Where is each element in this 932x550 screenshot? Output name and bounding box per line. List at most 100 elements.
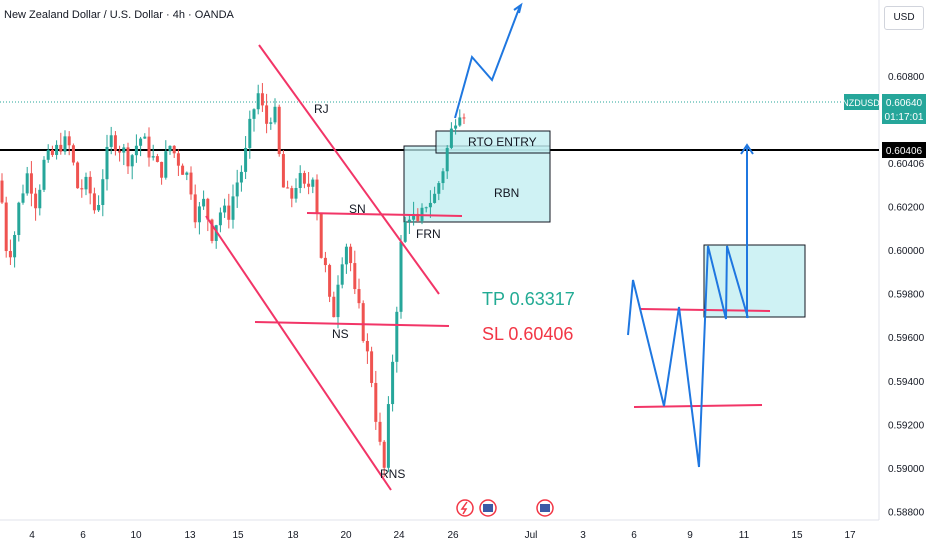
candle-body bbox=[55, 144, 59, 155]
ns-line[interactable] bbox=[254, 321, 450, 327]
candle-body bbox=[76, 162, 80, 189]
candle-body bbox=[252, 109, 256, 119]
projection-lower-line[interactable] bbox=[633, 404, 763, 408]
candle-body bbox=[416, 213, 420, 221]
event-icons[interactable] bbox=[456, 499, 554, 517]
time-tick-label: 20 bbox=[340, 530, 352, 541]
candle-body bbox=[189, 172, 193, 195]
candle-body bbox=[336, 284, 340, 318]
sn-line[interactable] bbox=[306, 212, 463, 217]
candle-body bbox=[458, 117, 462, 126]
candle-body bbox=[399, 241, 403, 312]
candle-body bbox=[302, 173, 306, 184]
candle-body bbox=[130, 155, 134, 167]
candle-body bbox=[311, 179, 315, 187]
candle-body bbox=[328, 265, 332, 297]
candle-body bbox=[340, 264, 344, 285]
candle-body bbox=[441, 171, 445, 184]
candle-body bbox=[260, 93, 264, 106]
candle-body bbox=[265, 105, 269, 124]
candle-body bbox=[168, 145, 172, 152]
candle-body bbox=[84, 176, 88, 190]
lower-trendline[interactable] bbox=[205, 215, 392, 491]
candle-body bbox=[227, 205, 231, 220]
candle-body bbox=[256, 93, 260, 110]
candle-body bbox=[395, 311, 399, 362]
candle-body bbox=[71, 145, 75, 163]
label-frn: FRN bbox=[416, 227, 441, 241]
time-tick-label: Jul bbox=[525, 530, 538, 541]
time-tick-label: 26 bbox=[447, 530, 459, 541]
price-axis[interactable]: 0.58800 0.59000 0.59200 0.59400 0.59600 0.598… bbox=[888, 72, 925, 518]
candle-body bbox=[357, 289, 361, 304]
badge-level: 0.60406 bbox=[886, 146, 923, 157]
candle-body bbox=[29, 173, 33, 194]
time-tick-label: 3 bbox=[580, 530, 586, 541]
tp-label: TP 0.63317 bbox=[482, 289, 575, 309]
candle-body bbox=[164, 151, 168, 178]
candle-body bbox=[134, 145, 138, 156]
candle-body bbox=[344, 246, 348, 265]
target-zone[interactable] bbox=[703, 244, 806, 318]
upper-trendline[interactable] bbox=[258, 44, 440, 295]
candle-body bbox=[67, 136, 71, 146]
candle-body bbox=[46, 150, 50, 160]
candle-body bbox=[109, 135, 113, 147]
flash-event-icon[interactable] bbox=[456, 499, 474, 517]
projection-zigzag-path[interactable] bbox=[627, 245, 749, 468]
time-tick-label: 17 bbox=[844, 530, 856, 541]
candle-body bbox=[113, 135, 117, 151]
candle-body bbox=[160, 161, 164, 178]
candle-body bbox=[80, 188, 84, 190]
price-tick-label: 0.60000 bbox=[888, 246, 925, 257]
candle-body bbox=[97, 204, 101, 211]
currency-button[interactable]: USD bbox=[884, 6, 924, 30]
candle-body bbox=[269, 122, 273, 124]
candle-body bbox=[361, 303, 365, 341]
time-tick-label: 10 bbox=[130, 530, 142, 541]
candle-body bbox=[202, 198, 206, 207]
time-tick-label: 15 bbox=[791, 530, 803, 541]
candle-body bbox=[34, 193, 38, 209]
time-tick-label: 15 bbox=[232, 530, 244, 541]
time-axis[interactable]: 4 6 10 13 15 18 20 24 26 Jul 3 6 9 11 15 17 bbox=[29, 530, 856, 541]
price-tick-label: 0.59600 bbox=[888, 333, 925, 344]
label-ns: NS bbox=[332, 327, 349, 341]
candle-body bbox=[433, 193, 437, 203]
candle-body bbox=[139, 138, 143, 146]
candle-body bbox=[449, 128, 453, 148]
candle-body bbox=[193, 194, 197, 223]
time-tick-label: 13 bbox=[184, 530, 196, 541]
level-price-badge: 0.60406 bbox=[882, 142, 926, 158]
candle-body bbox=[218, 212, 222, 226]
projection-up-path[interactable] bbox=[454, 5, 521, 119]
rto-entry-zone[interactable] bbox=[435, 130, 551, 154]
candle-body bbox=[231, 196, 235, 220]
candle-body bbox=[42, 159, 46, 190]
price-tick-label: 0.59800 bbox=[888, 290, 925, 301]
candle-body bbox=[143, 136, 147, 139]
candle-body bbox=[407, 219, 411, 222]
candle-body bbox=[8, 251, 12, 258]
candle-body bbox=[172, 145, 176, 154]
candle-body bbox=[273, 106, 277, 123]
candle-body bbox=[307, 183, 311, 187]
candle-body bbox=[403, 221, 407, 242]
candle-body bbox=[353, 263, 357, 290]
candle-body bbox=[63, 136, 67, 152]
candle-body bbox=[223, 205, 227, 213]
candle-body bbox=[445, 147, 449, 172]
price-tick-label: 0.59000 bbox=[888, 464, 925, 475]
candle-body bbox=[0, 180, 4, 203]
time-tick-label: 6 bbox=[80, 530, 86, 541]
time-tick-label: 6 bbox=[631, 530, 637, 541]
candle-body bbox=[244, 147, 248, 172]
candle-body bbox=[147, 136, 151, 158]
candle-body bbox=[38, 189, 42, 209]
candle-body bbox=[365, 340, 369, 352]
label-rto-entry: RTO ENTRY bbox=[468, 135, 537, 149]
candle-body bbox=[248, 118, 252, 148]
candle-body bbox=[122, 147, 126, 153]
badge-symbol: NZDUSD bbox=[842, 98, 880, 108]
